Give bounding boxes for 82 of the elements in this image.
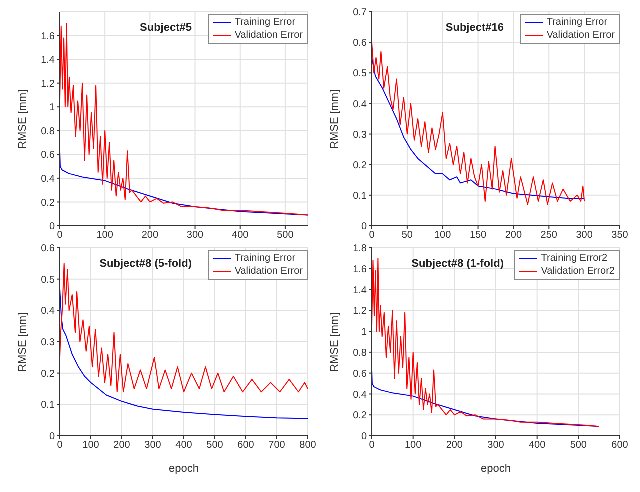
y-tick-label: 0.6	[353, 38, 368, 50]
x-tick-label: 250	[540, 230, 558, 242]
text: Subject#5	[140, 22, 192, 34]
y-tick-label: 0.8	[41, 126, 56, 138]
y-tick-label: 0.2	[353, 410, 368, 422]
y-tick-label: 0.2	[353, 160, 368, 172]
y-tick-label: 1.4	[353, 285, 368, 296]
y-axis-title: RMSE [mm]	[16, 312, 29, 372]
y-tick-label: 1.2	[41, 78, 56, 90]
legend-label: Validation Error	[234, 29, 303, 42]
y-tick-label: 0.5	[353, 68, 368, 80]
x-tick-label: 150	[470, 230, 488, 242]
x-tick-label: 200	[505, 230, 522, 242]
legend-label: Validation Error	[546, 29, 615, 42]
y-axis-title: RMSE [mm]	[328, 312, 341, 372]
legend-label: Validation Error2	[541, 265, 615, 278]
x-tick-label: 300	[144, 440, 162, 452]
legend-label: Training Error	[234, 252, 296, 265]
y-tick-label: 0.4	[41, 306, 56, 318]
x-tick-label: 0	[369, 230, 376, 242]
x-tick-label: 300	[186, 230, 204, 242]
legend-label: Training Error	[546, 16, 608, 29]
x-tick-label: 350	[612, 230, 629, 242]
y-tick-label: 0.2	[41, 368, 56, 380]
y-tick-label: 0.3	[41, 338, 56, 349]
x-tick-label: 0	[57, 230, 64, 242]
y-tick-label: 1.4	[41, 55, 56, 66]
y-tick-label: 1	[361, 327, 368, 338]
text: Subject#8 (1-fold)	[412, 258, 504, 270]
y-tick-label: 1	[49, 102, 56, 114]
x-tick-label: 50	[402, 230, 414, 242]
y-tick-label: 1.6	[353, 264, 368, 276]
y-tick-label: 0.4	[353, 99, 368, 110]
y-tick-label: 0.6	[41, 150, 56, 162]
y-tick-label: 0.6	[41, 244, 56, 255]
y-tick-label: 0.2	[41, 198, 56, 209]
x-tick-label: 200	[446, 440, 464, 452]
y-tick-label: 0.1	[353, 190, 368, 202]
legend-label: Validation Error	[234, 265, 303, 278]
y-tick-label: 0.5	[41, 274, 56, 286]
legend-label: Training Error	[234, 16, 296, 29]
x-tick-label: 400	[232, 230, 250, 242]
x-tick-label: 0	[369, 440, 376, 452]
x-axis-title: epoch	[481, 463, 511, 475]
legend-label: Training Error2	[541, 252, 608, 265]
y-tick-label: 0	[361, 432, 368, 443]
x-tick-label: 500	[206, 440, 224, 452]
y-tick-label: 0.3	[353, 130, 368, 141]
y-tick-label: 0.4	[353, 390, 368, 401]
x-tick-label: 600	[612, 440, 629, 452]
y-tick-label: 0.4	[41, 174, 56, 185]
y-tick-label: 1.6	[41, 31, 56, 42]
x-tick-label: 500	[277, 230, 294, 242]
y-tick-label: 0.8	[353, 348, 368, 359]
x-tick-label: 800	[300, 440, 317, 452]
x-tick-label: 300	[576, 230, 594, 242]
y-tick-label: 0	[361, 222, 368, 233]
x-tick-label: 400	[176, 440, 193, 452]
y-axis-title: RMSE [mm]	[328, 90, 341, 149]
x-tick-label: 200	[114, 440, 131, 452]
y-tick-label: 0.1	[41, 400, 56, 412]
y-tick-label: 0	[49, 222, 56, 233]
x-tick-label: 100	[434, 230, 452, 242]
text: Subject#16	[444, 22, 504, 34]
x-tick-label: 300	[488, 440, 505, 452]
x-tick-label: 500	[570, 440, 588, 452]
x-tick-label: 700	[268, 440, 286, 452]
text: Subject#8 (5-fold)	[98, 258, 192, 270]
x-tick-label: 200	[142, 230, 159, 242]
y-axis-title: RMSE [mm]	[16, 90, 29, 149]
x-tick-label: 400	[528, 440, 546, 452]
y-tick-label: 0.6	[353, 368, 368, 380]
x-tick-label: 100	[404, 440, 422, 452]
x-axis-title: epoch	[169, 463, 199, 475]
x-tick-label: 600	[238, 440, 255, 452]
y-tick-label: 0.7	[353, 8, 368, 19]
y-tick-label: 1.8	[353, 244, 368, 255]
x-tick-label: 100	[96, 230, 114, 242]
x-tick-label: 0	[57, 440, 64, 452]
x-tick-label: 100	[82, 440, 100, 452]
y-tick-label: 0	[49, 432, 56, 443]
y-tick-label: 1.2	[353, 306, 368, 318]
